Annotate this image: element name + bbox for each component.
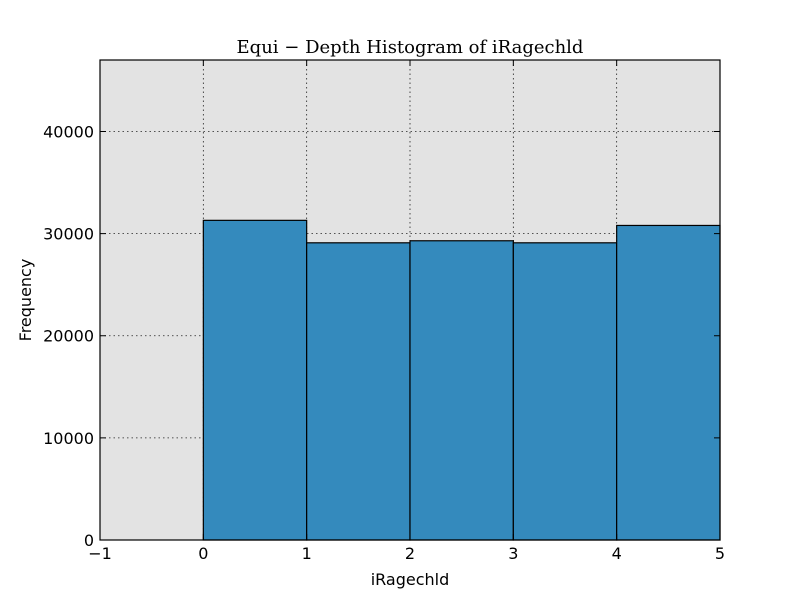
x-tick-label: 5 — [715, 544, 725, 563]
x-tick-label: 2 — [405, 544, 415, 563]
histogram-bar — [202, 219, 308, 541]
chart-title: Equi − Depth Histogram of iRagechld — [237, 37, 584, 58]
y-tick-label: 20000 — [43, 327, 94, 346]
x-tick-label: 1 — [302, 544, 312, 563]
histogram-bar — [616, 224, 721, 541]
x-tick-label: 0 — [198, 544, 208, 563]
y-axis-label: Frequency — [16, 259, 35, 342]
y-tick-label: 10000 — [43, 429, 94, 448]
x-tick-label: −1 — [88, 544, 112, 563]
x-axis-label: iRagechld — [371, 570, 450, 589]
y-tick-label: 40000 — [43, 122, 94, 141]
x-tick-label: 3 — [508, 544, 518, 563]
histogram-bar — [512, 242, 618, 541]
histogram-bar — [409, 240, 514, 541]
bars — [202, 219, 721, 541]
y-tick-label: 30000 — [43, 225, 94, 244]
histogram-bar — [306, 242, 411, 541]
x-tick-label: 4 — [612, 544, 622, 563]
y-tick-label: 0 — [84, 531, 94, 550]
